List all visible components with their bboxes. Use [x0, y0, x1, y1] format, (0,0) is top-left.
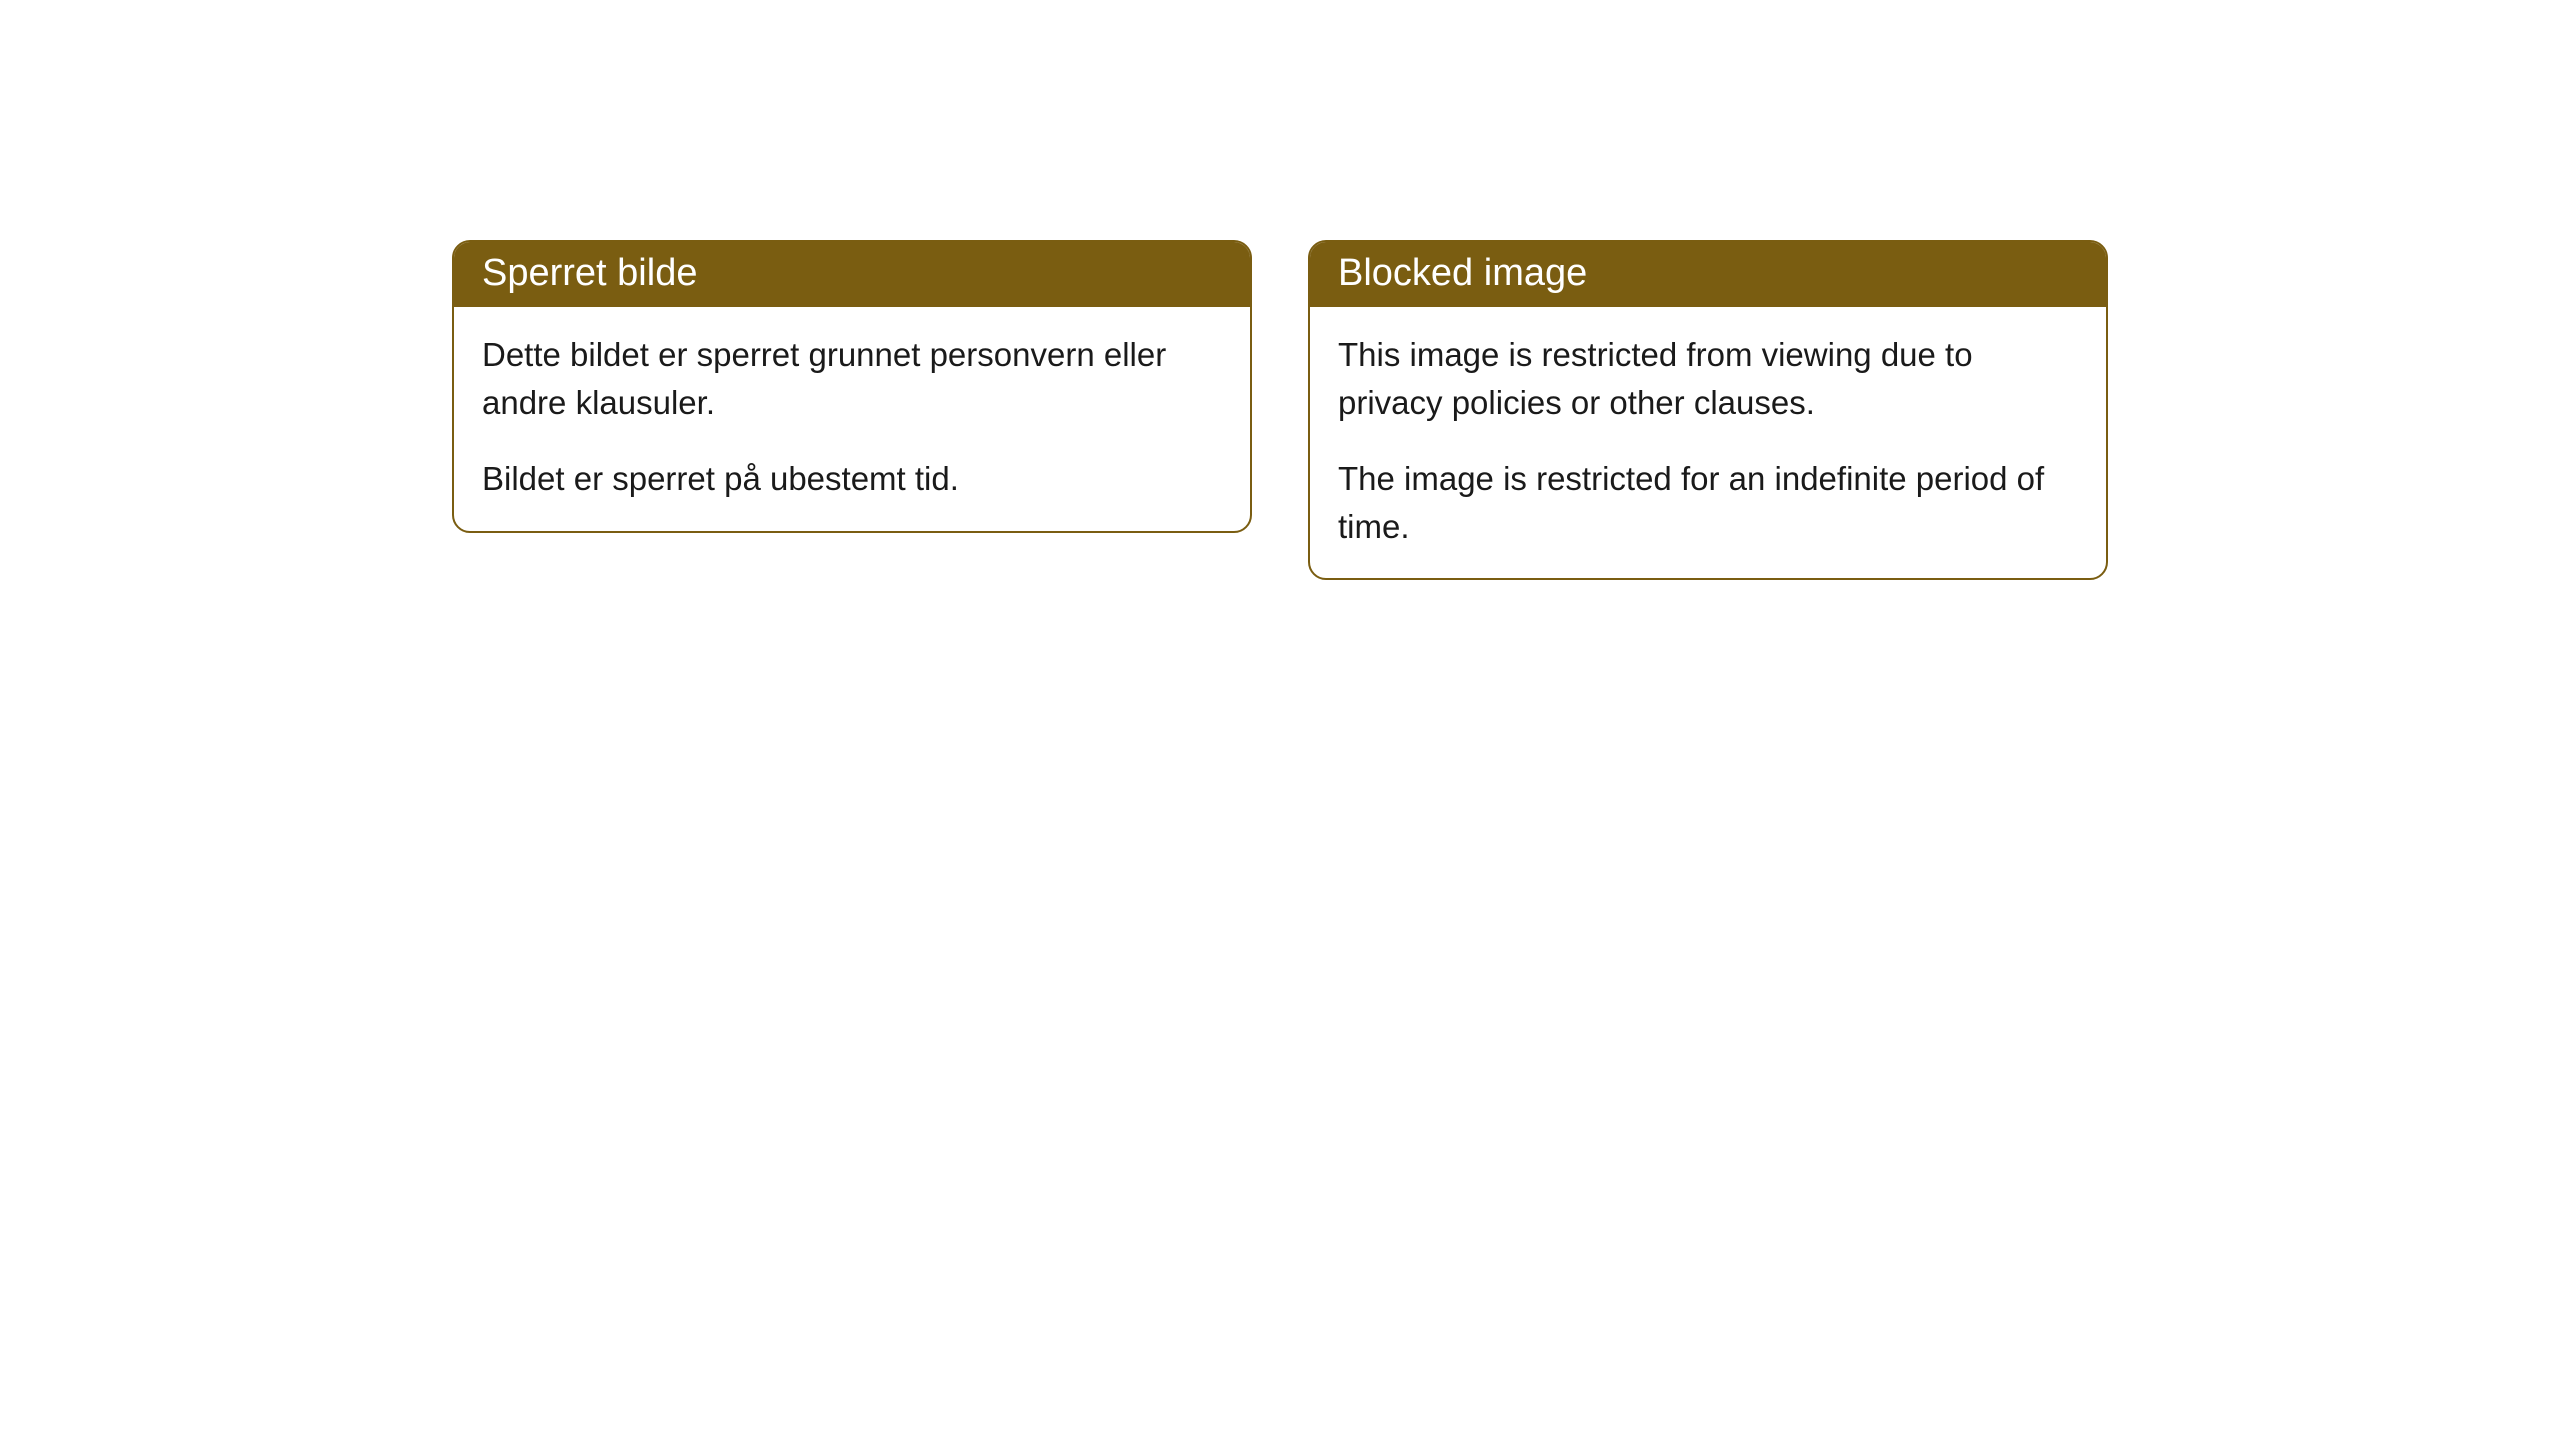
cards-container: Sperret bilde Dette bildet er sperret gr…: [452, 240, 2108, 1440]
card-title: Blocked image: [1310, 242, 2106, 307]
card-paragraph-1: This image is restricted from viewing du…: [1338, 331, 2078, 427]
card-paragraph-1: Dette bildet er sperret grunnet personve…: [482, 331, 1222, 427]
card-title: Sperret bilde: [454, 242, 1250, 307]
blocked-image-card-english: Blocked image This image is restricted f…: [1308, 240, 2108, 580]
card-paragraph-2: Bildet er sperret på ubestemt tid.: [482, 455, 1222, 503]
card-paragraph-2: The image is restricted for an indefinit…: [1338, 455, 2078, 551]
card-body: Dette bildet er sperret grunnet personve…: [454, 307, 1250, 531]
blocked-image-card-norwegian: Sperret bilde Dette bildet er sperret gr…: [452, 240, 1252, 533]
card-body: This image is restricted from viewing du…: [1310, 307, 2106, 578]
